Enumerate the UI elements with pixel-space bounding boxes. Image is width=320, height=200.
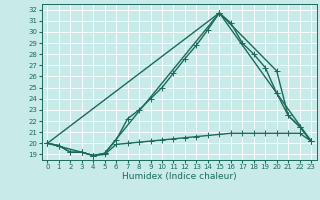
X-axis label: Humidex (Indice chaleur): Humidex (Indice chaleur)	[122, 172, 236, 181]
